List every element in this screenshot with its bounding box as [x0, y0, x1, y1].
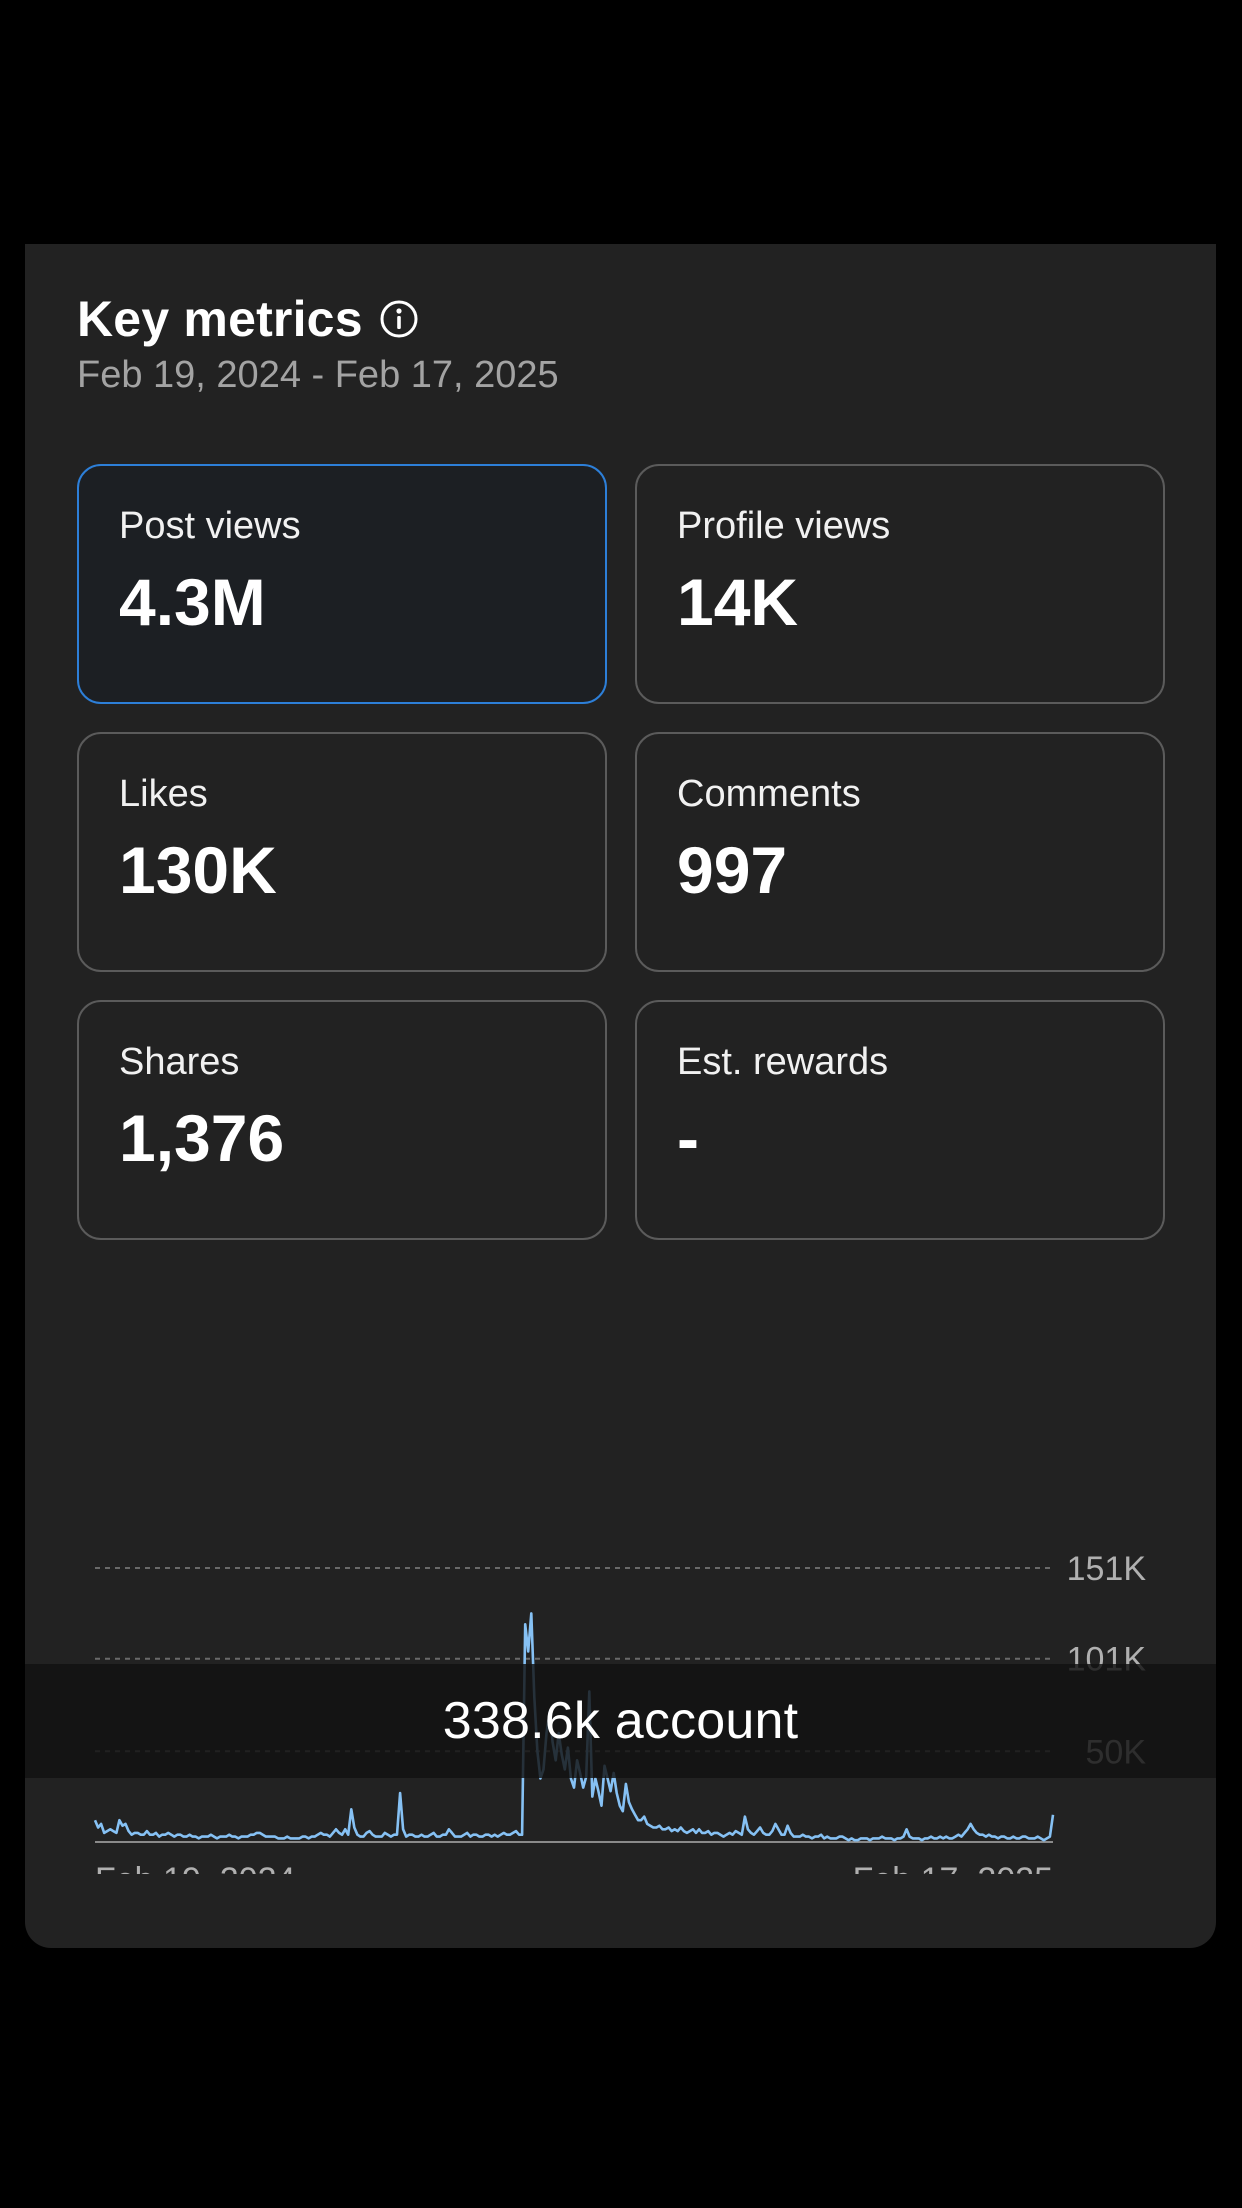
- metric-card-est-rewards[interactable]: Est. rewards -: [635, 1000, 1165, 1240]
- series-line: [93, 1612, 1055, 1842]
- metric-label: Est. rewards: [677, 1041, 889, 1083]
- date-range: Feb 19, 2024 - Feb 17, 2025: [77, 354, 559, 396]
- metric-value: 14K: [677, 565, 799, 639]
- metric-label: Likes: [119, 773, 208, 815]
- info-icon-graphic: [380, 300, 418, 338]
- account-overlay: 338.6k account: [25, 1664, 1216, 1778]
- metric-card-comments[interactable]: Comments 997: [635, 732, 1165, 972]
- metric-label: Post views: [119, 505, 301, 547]
- metric-card-shares[interactable]: Shares 1,376: [77, 1000, 607, 1240]
- metric-value: 4.3M: [119, 565, 266, 639]
- key-metrics-header: Key metrics: [77, 284, 419, 354]
- x-tick-label-end: Feb 17, 2025: [853, 1861, 1053, 1874]
- info-icon[interactable]: [379, 299, 419, 339]
- metric-card-profile-views[interactable]: Profile views 14K: [635, 464, 1165, 704]
- metric-value: 997: [677, 833, 788, 907]
- metric-value: 1,376: [119, 1101, 285, 1175]
- key-metrics-title: Key metrics: [77, 291, 363, 347]
- chart-svg: 151K101K50KFeb 19, 2024Feb 17, 2025: [93, 1550, 1147, 1899]
- overlay-text: 338.6k account: [442, 1692, 799, 1750]
- metric-card-post-views[interactable]: Post views 4.3M: [77, 464, 607, 704]
- metrics-grid: Post views 4.3M Profile views 14K Likes …: [77, 464, 1165, 1240]
- metric-label: Shares: [119, 1041, 240, 1083]
- post-views-chart[interactable]: 151K101K50KFeb 19, 2024Feb 17, 2025: [25, 1274, 1216, 1899]
- metric-value: -: [677, 1101, 699, 1175]
- y-tick-label: 151K: [1067, 1550, 1147, 1588]
- metric-value: 130K: [119, 833, 277, 907]
- metric-label: Profile views: [677, 505, 891, 547]
- x-tick-label-start: Feb 19, 2024: [95, 1861, 295, 1874]
- metric-card-likes[interactable]: Likes 130K: [77, 732, 607, 972]
- metric-label: Comments: [677, 773, 861, 815]
